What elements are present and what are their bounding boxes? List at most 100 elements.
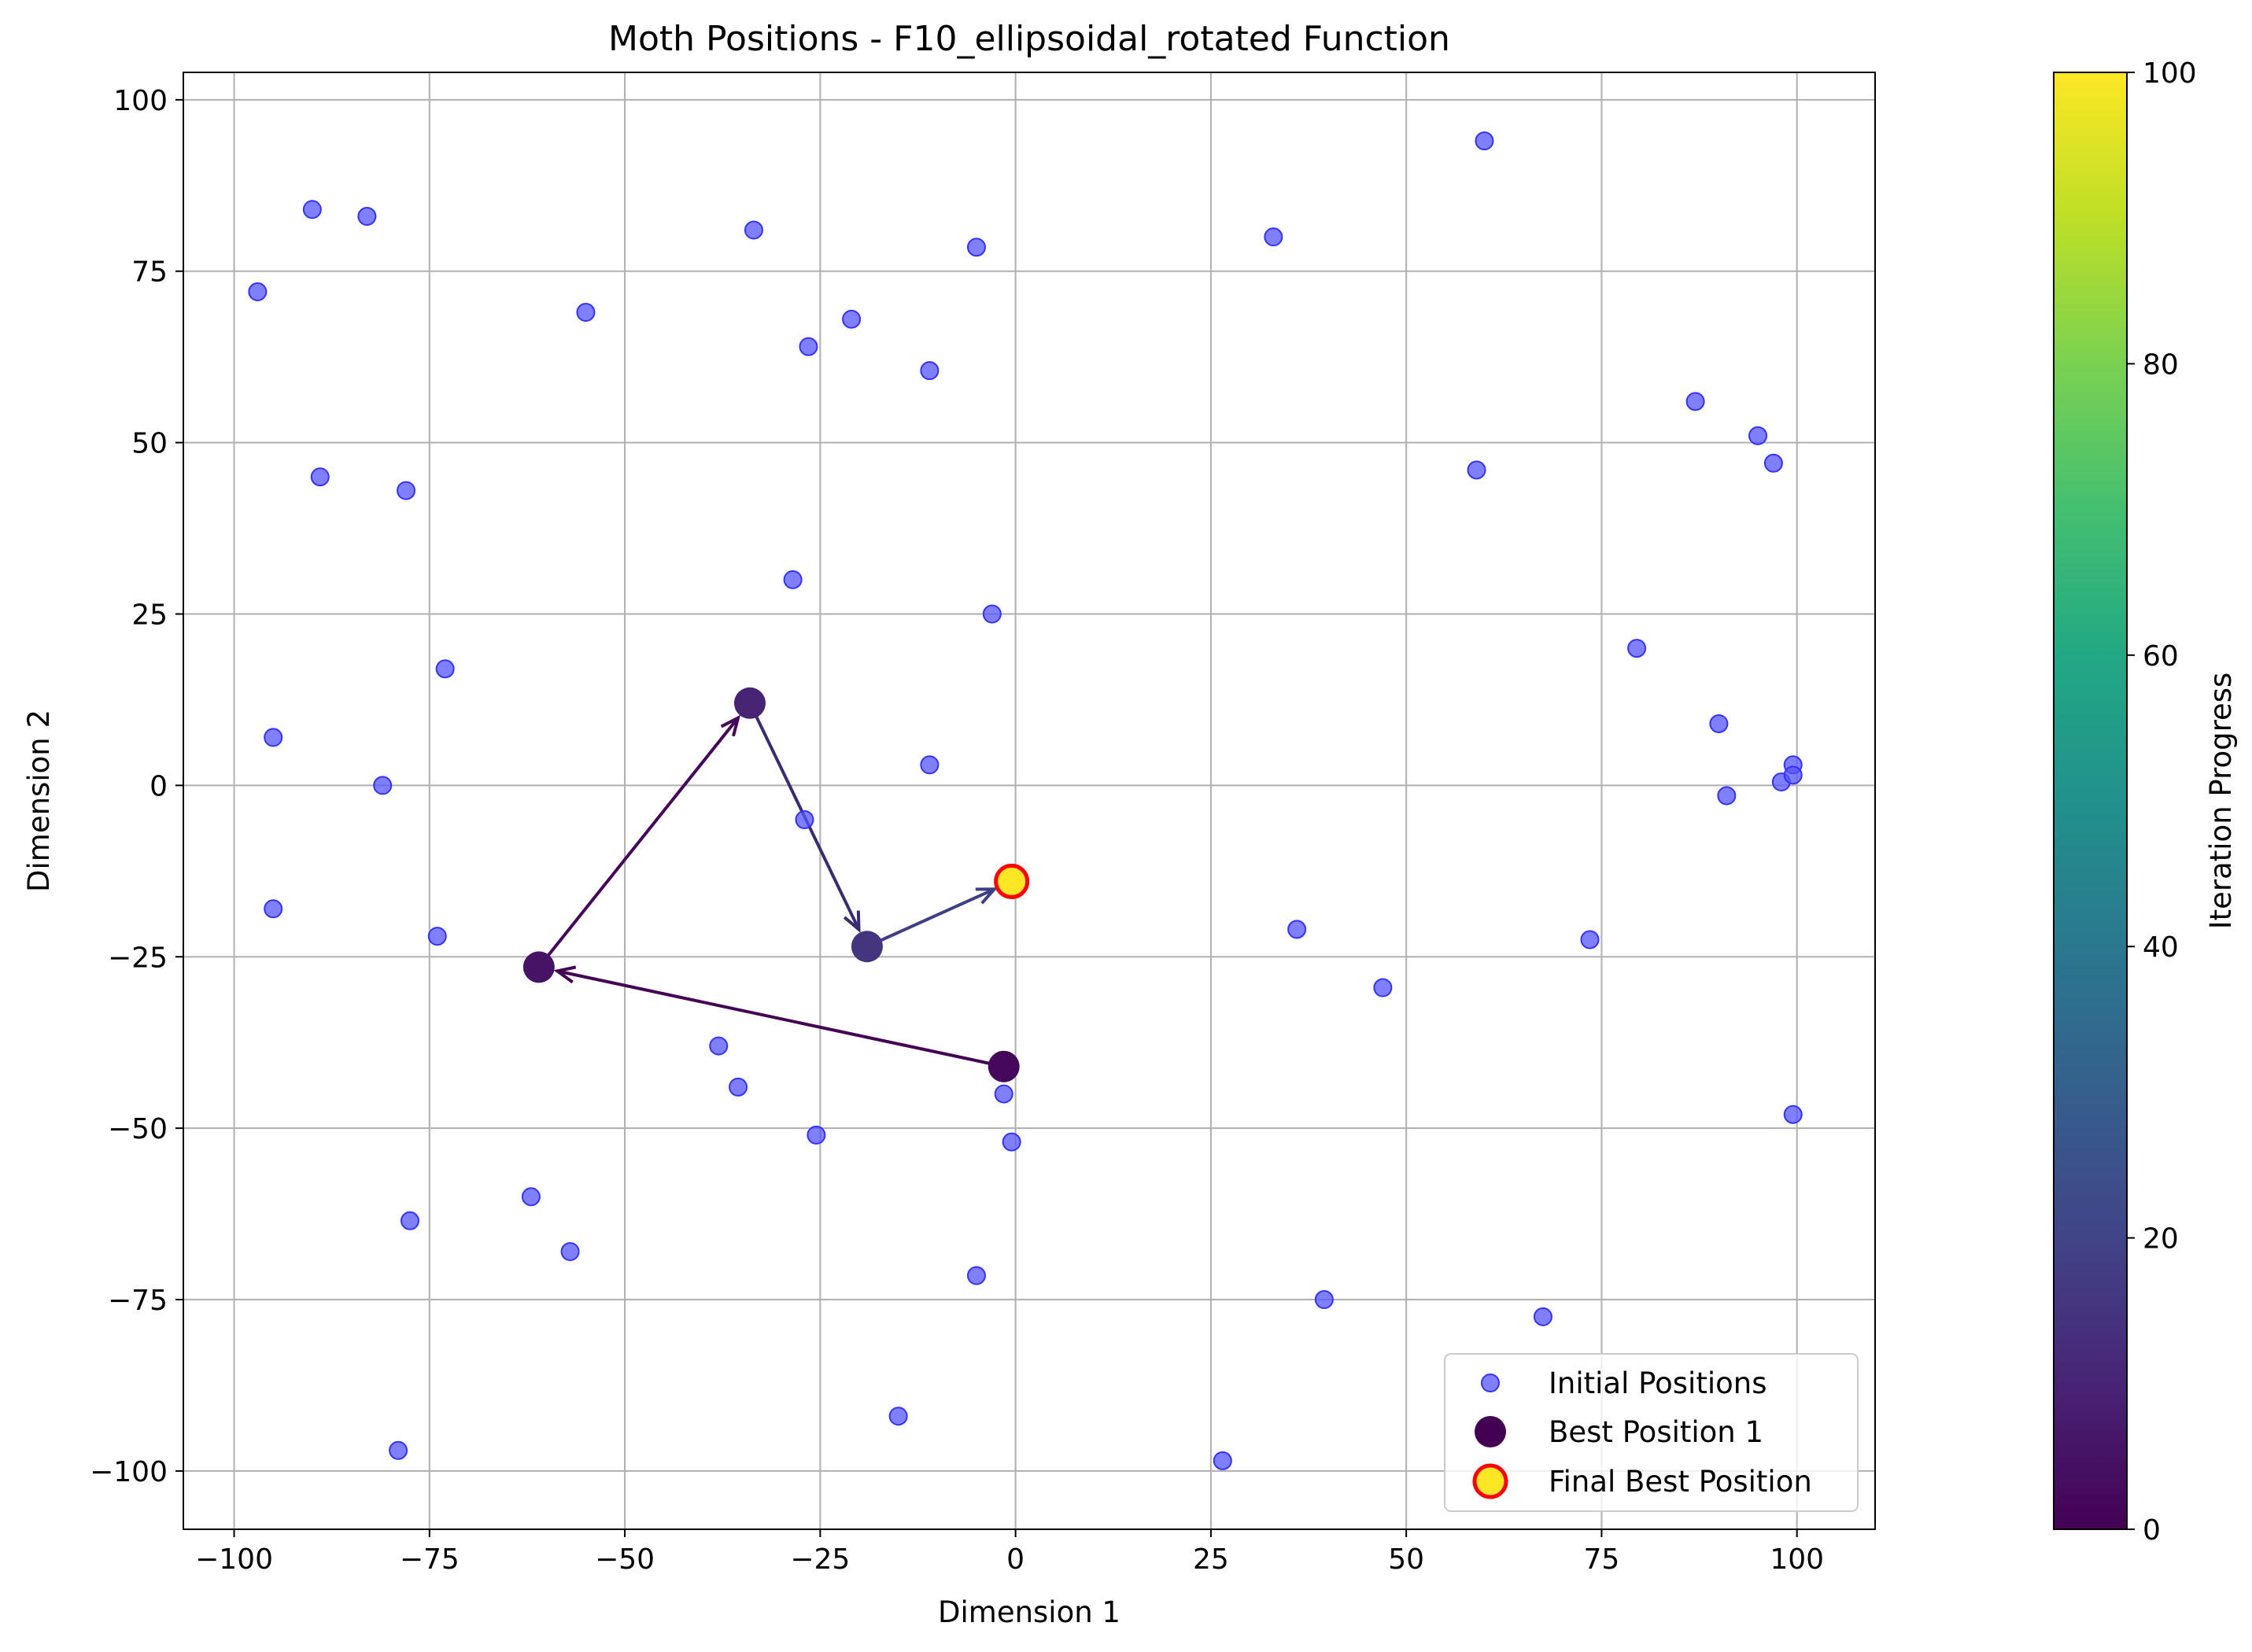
arrow-head	[975, 887, 999, 905]
colorbar-tick-label: 40	[2143, 931, 2179, 964]
grid-lines	[183, 72, 1875, 1529]
arrow-head	[843, 910, 861, 933]
initial-position-point	[1709, 714, 1729, 733]
initial-position-point	[389, 1440, 408, 1460]
initial-position-point	[920, 361, 940, 381]
initial-position-point	[1685, 392, 1705, 411]
legend-marker-initial	[1481, 1374, 1500, 1392]
colorbar-tick-label: 60	[2143, 640, 2179, 673]
x-tick-label: −100	[195, 1543, 273, 1576]
initial-position-point	[966, 1266, 986, 1285]
initial-position-point	[1533, 1307, 1552, 1326]
x-tick-label: 50	[1388, 1543, 1424, 1576]
colorbar-ticks: 0 20 40 60 80 100	[2127, 57, 2197, 1547]
x-tick-label: 0	[1006, 1543, 1024, 1576]
y-tick-label: −50	[108, 1113, 168, 1145]
initial-position-point	[357, 207, 377, 227]
initial-position-point	[783, 570, 803, 589]
arrow-head	[553, 965, 577, 984]
trajectory-arrow	[537, 714, 741, 968]
initial-position-point	[1467, 460, 1486, 480]
trajectory-arrows	[537, 702, 1005, 1068]
x-tick-label: 25	[1193, 1543, 1229, 1576]
arrow-shaft	[537, 717, 740, 968]
initial-position-point	[264, 899, 283, 919]
initial-position-point	[521, 1187, 541, 1207]
best-position-point	[988, 1050, 1020, 1082]
initial-position-point	[799, 337, 818, 356]
initial-position-point	[1783, 765, 1803, 785]
chart-title: Moth Positions - F10_ellipsoidal_rotated…	[608, 19, 1450, 59]
x-tick-label: 100	[1770, 1543, 1824, 1576]
initial-position-point	[435, 659, 455, 679]
x-tick-label: −50	[595, 1543, 655, 1576]
best-position-point	[733, 687, 766, 719]
initial-position-point	[994, 1084, 1013, 1104]
legend-box	[1444, 1353, 1859, 1512]
y-tick-label: −75	[108, 1285, 168, 1317]
y-tick-label: 100	[113, 85, 168, 117]
legend-marker-final	[1472, 1463, 1508, 1499]
trajectory-arrow	[553, 965, 1005, 1068]
y-tick-label: 0	[150, 770, 168, 802]
initial-position-point	[709, 1036, 729, 1056]
initial-positions-series	[248, 131, 1803, 1470]
initial-position-point	[400, 1211, 419, 1230]
y-tick-label: 75	[131, 256, 168, 289]
final-best-position-point	[994, 863, 1030, 899]
colorbar-gradient	[2053, 72, 2128, 1530]
colorbar-tick-label: 20	[2143, 1223, 2179, 1256]
y-axis-ticks: −100 −75 −50 −25 0 25 50 75 100	[90, 85, 183, 1488]
initial-position-point	[795, 809, 814, 829]
initial-position-point	[920, 755, 940, 775]
initial-position-point	[302, 200, 322, 219]
x-tick-label: −25	[790, 1543, 850, 1576]
x-tick-label: −75	[400, 1543, 460, 1576]
initial-position-point	[427, 927, 447, 946]
initial-position-point	[1763, 453, 1783, 473]
colorbar-tick-label: 100	[2143, 57, 2197, 90]
colorbar-tick-label: 0	[2143, 1514, 2161, 1547]
legend-label-best: Best Position 1	[1549, 1415, 1763, 1449]
initial-position-point	[1213, 1451, 1232, 1470]
initial-position-point	[1717, 786, 1737, 806]
x-tick-label: 75	[1584, 1543, 1620, 1576]
initial-position-point	[982, 604, 1002, 624]
initial-position-point	[1314, 1290, 1334, 1310]
x-axis-ticks: −100 −75 −50 −25 0 25 50 75 100	[195, 1529, 1824, 1576]
best-position-series	[522, 687, 1020, 1082]
initial-position-point	[576, 303, 596, 323]
initial-position-point	[888, 1407, 908, 1426]
initial-position-point	[310, 467, 330, 487]
plot-area-frame	[183, 72, 1876, 1530]
initial-position-point	[1287, 920, 1307, 939]
initial-position-point	[1475, 131, 1494, 151]
initial-position-point	[1748, 426, 1768, 445]
initial-position-point	[397, 481, 416, 500]
initial-position-point	[1580, 930, 1600, 950]
legend-label-initial: Initial Positions	[1549, 1366, 1767, 1400]
y-tick-label: −25	[108, 942, 168, 974]
best-position-point	[522, 951, 555, 983]
initial-position-point	[807, 1125, 826, 1145]
initial-position-point	[1627, 639, 1647, 658]
colorbar: 0 20 40 60 80 100 Iteration Progress	[2053, 57, 2238, 1547]
legend: Initial Positions Best Position 1 Final …	[1444, 1353, 1859, 1512]
arrow-shaft	[556, 969, 1005, 1068]
x-axis-label: Dimension 1	[938, 1595, 1120, 1629]
trajectory-arrow	[866, 887, 999, 949]
final-best-position-series	[994, 863, 1030, 899]
initial-position-point	[560, 1242, 580, 1262]
y-tick-label: 50	[131, 428, 168, 460]
initial-position-point	[1373, 978, 1393, 997]
initial-position-point	[264, 728, 283, 747]
arrow-head	[720, 714, 741, 737]
initial-position-point	[373, 776, 393, 795]
colorbar-tick-label: 80	[2143, 348, 2179, 381]
legend-label-final: Final Best Position	[1549, 1465, 1812, 1499]
initial-position-point	[842, 309, 862, 329]
initial-position-point	[248, 282, 268, 301]
y-axis-label: Dimension 2	[22, 710, 56, 892]
y-tick-label: −100	[90, 1456, 168, 1488]
